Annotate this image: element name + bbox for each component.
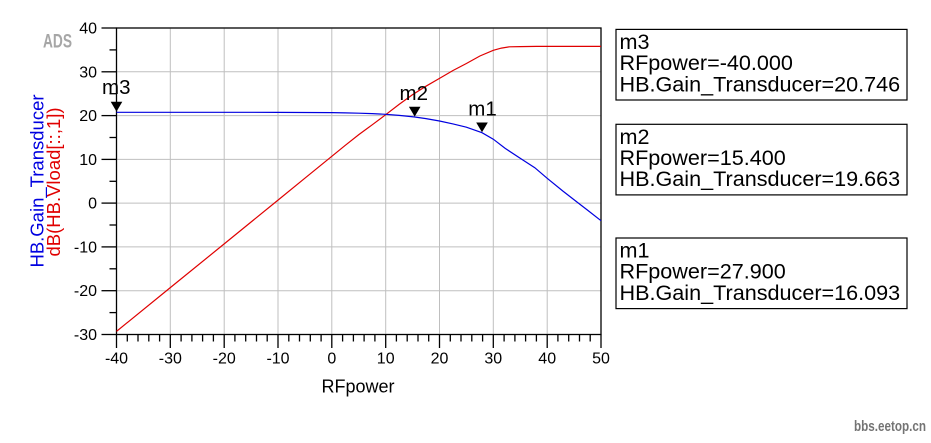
svg-text:-20: -20	[74, 283, 97, 300]
svg-text:0: 0	[327, 351, 336, 368]
svg-text:40: 40	[538, 351, 556, 368]
svg-text:-30: -30	[159, 351, 182, 368]
svg-text:20: 20	[79, 108, 97, 125]
svg-text:10: 10	[79, 152, 97, 169]
svg-text:30: 30	[484, 351, 502, 368]
svg-text:HB.Gain_Transducer=20.746: HB.Gain_Transducer=20.746	[620, 71, 901, 96]
svg-text:-10: -10	[266, 351, 289, 368]
svg-text:30: 30	[79, 64, 97, 81]
svg-text:RFpower=-40.000: RFpower=-40.000	[620, 50, 793, 75]
svg-text:m1: m1	[468, 98, 496, 121]
svg-text:50: 50	[592, 351, 610, 368]
svg-text:m2: m2	[400, 82, 428, 105]
svg-text:-20: -20	[213, 351, 236, 368]
svg-text:10: 10	[377, 351, 395, 368]
svg-text:RFpower=27.900: RFpower=27.900	[620, 259, 786, 284]
svg-text:HB.Gain_Transducer=19.663: HB.Gain_Transducer=19.663	[620, 166, 901, 191]
svg-text:dB(HB.Vload[::,1]): dB(HB.Vload[::,1])	[43, 107, 64, 256]
svg-text:40: 40	[79, 21, 97, 38]
svg-text:-30: -30	[74, 327, 97, 344]
svg-text:-40: -40	[105, 351, 128, 368]
svg-text:0: 0	[88, 196, 97, 213]
svg-text:20: 20	[431, 351, 449, 368]
svg-text:bbs.eetop.cn: bbs.eetop.cn	[854, 418, 926, 435]
svg-text:m1: m1	[620, 238, 650, 263]
svg-text:RFpower: RFpower	[321, 377, 394, 397]
svg-text:ADS: ADS	[43, 32, 72, 53]
svg-text:-10: -10	[74, 239, 97, 256]
svg-text:m3: m3	[102, 76, 130, 99]
svg-text:m3: m3	[620, 29, 650, 54]
svg-text:m2: m2	[620, 124, 650, 149]
svg-text:RFpower=15.400: RFpower=15.400	[620, 145, 786, 170]
svg-text:HB.Gain_Transducer: HB.Gain_Transducer	[27, 94, 49, 267]
svg-text:HB.Gain_Transducer=16.093: HB.Gain_Transducer=16.093	[620, 280, 901, 305]
